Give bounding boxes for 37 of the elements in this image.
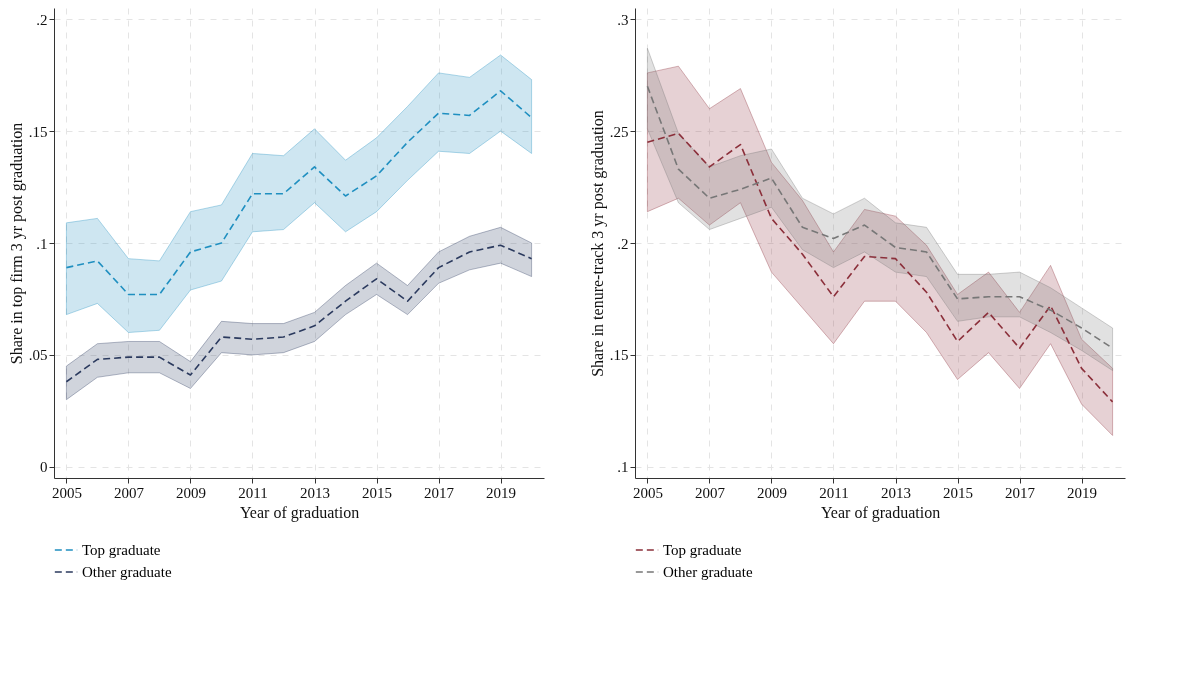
line-series [65, 90, 533, 296]
y-tick-label: .1 [617, 459, 629, 476]
x-tick-label: 2007 [113, 484, 145, 501]
x-tick-label: 2005 [51, 484, 82, 501]
x-tick-label: 2009 [175, 484, 206, 501]
line-series [646, 132, 1114, 403]
y-tick-label: .15 [609, 347, 629, 364]
x-tick-label: 2011 [819, 484, 849, 501]
y-tick-label: .2 [617, 235, 629, 252]
x-tick-label: 2015 [362, 484, 393, 501]
y-axis-title: Share in top firm 3 yr post graduation [7, 122, 26, 365]
y-axis-title: Share in tenure-track 3 yr post graduation [588, 110, 607, 377]
y-tick-label: .1 [36, 235, 48, 252]
y-tick-label: .2 [36, 11, 48, 28]
x-tick-label: 2007 [694, 484, 726, 501]
x-tick-label: 2017 [1005, 484, 1036, 501]
x-tick-label: 2009 [756, 484, 787, 501]
x-tick-label: 2011 [238, 484, 268, 501]
x-axis-title: Year of graduation [239, 503, 360, 522]
x-tick-label: 2013 [881, 484, 912, 501]
legend-label: Top graduate [82, 542, 161, 558]
x-axis-title: Year of graduation [820, 503, 941, 522]
y-tick-label: .05 [28, 347, 48, 364]
x-tick-label: 2017 [424, 484, 455, 501]
y-tick-label: 0 [40, 459, 48, 476]
line-series [65, 244, 533, 383]
y-tick-label: .15 [28, 123, 48, 140]
legend-label: Top graduate [663, 542, 742, 558]
x-tick-label: 2013 [300, 484, 331, 501]
y-tick-label: .25 [609, 123, 629, 140]
x-tick-label: 2005 [632, 484, 663, 501]
y-tick-label: .3 [617, 11, 629, 28]
x-tick-label: 2019 [1067, 484, 1098, 501]
legend-label: Other graduate [82, 564, 172, 580]
x-tick-label: 2019 [486, 484, 517, 501]
x-tick-label: 2015 [943, 484, 974, 501]
legend-label: Other graduate [663, 564, 753, 580]
